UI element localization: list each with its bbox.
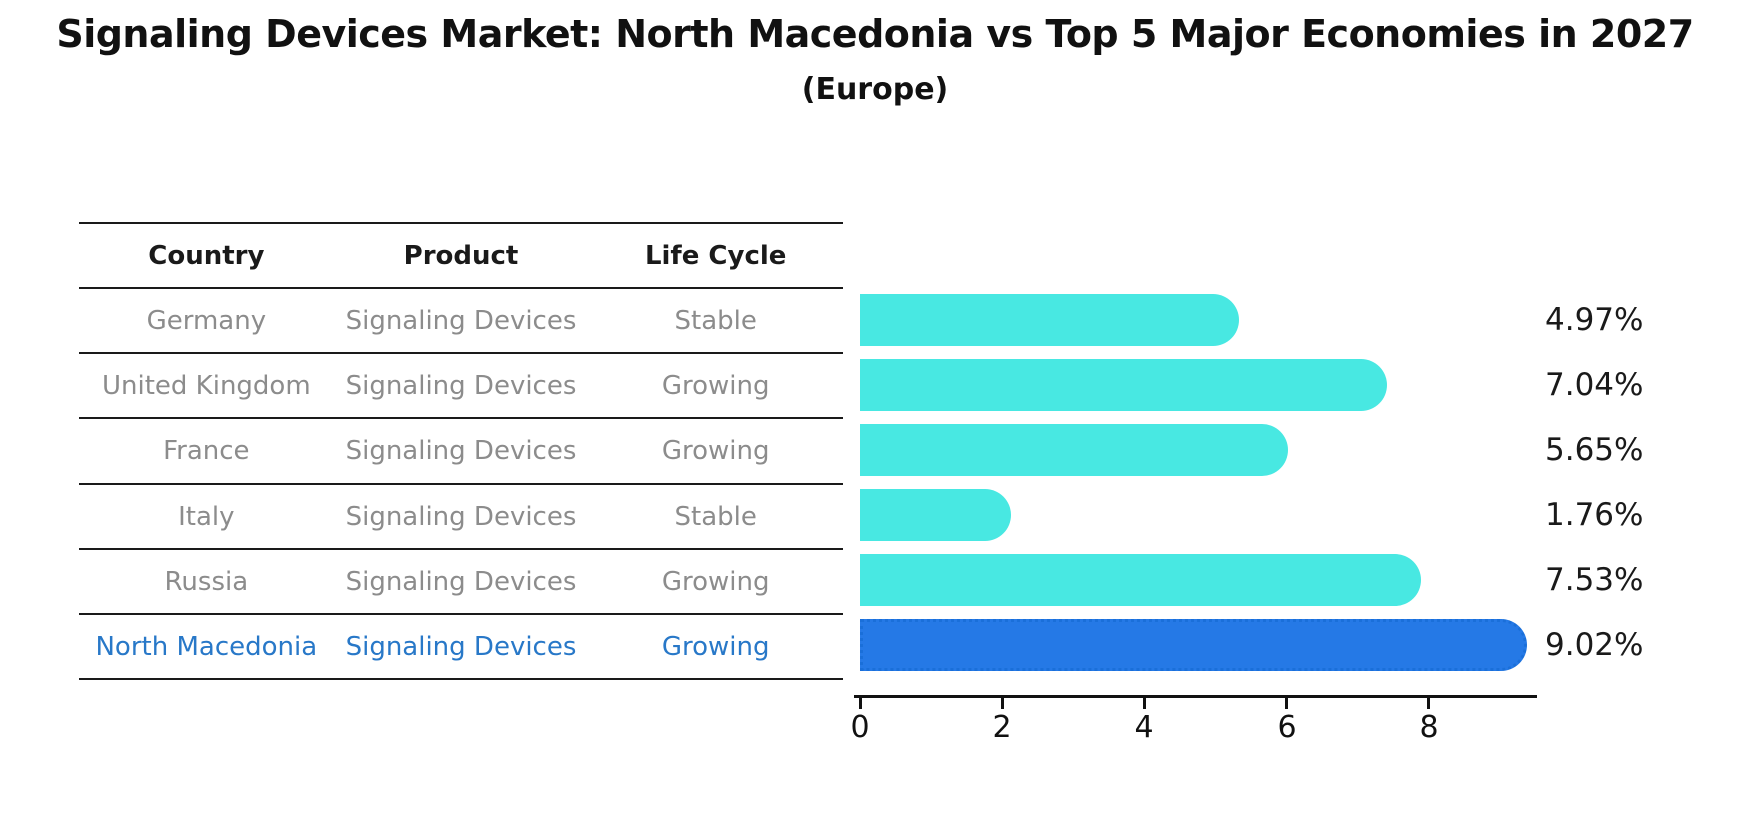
bar (860, 489, 1011, 541)
table-cell-country: France (163, 435, 250, 466)
table-rule (79, 548, 843, 550)
table-cell-life_cycle: Growing (661, 370, 770, 401)
bar (860, 359, 1387, 411)
x-tick-label: 6 (1277, 710, 1297, 745)
table-row: Germany Signaling Devices Stable (79, 289, 843, 352)
x-axis-line (854, 695, 1537, 698)
table-cell-life_cycle: Growing (661, 566, 770, 597)
table-cell-life_cycle: Growing (661, 435, 770, 466)
table-cell-life_cycle: Growing (661, 631, 770, 662)
bar (860, 294, 1239, 346)
table-cell-product: Signaling Devices (345, 631, 577, 662)
x-tick-label: 8 (1419, 710, 1439, 745)
bar (860, 424, 1288, 476)
table-cell-country: United Kingdom (101, 370, 311, 401)
bar-value-label: 4.97% (1545, 302, 1644, 338)
table-rule (79, 417, 843, 419)
table-row: Russia Signaling Devices Growing (79, 550, 843, 613)
bar-value-label: 7.53% (1545, 562, 1644, 598)
table-row: Italy Signaling Devices Stable (79, 485, 843, 548)
table-rule (79, 613, 843, 615)
chart-subtitle: (Europe) (801, 72, 949, 107)
table-cell-country: Russia (164, 566, 249, 597)
chart-title: Signaling Devices Market: North Macedoni… (56, 12, 1694, 56)
x-tick-label: 4 (1134, 710, 1154, 745)
x-tick-mark (1285, 698, 1288, 709)
table-cell-country: Italy (178, 501, 235, 532)
x-tick-label: 2 (992, 710, 1012, 745)
table-rule (79, 483, 843, 485)
bar-value-label: 5.65% (1545, 432, 1644, 468)
column-header-life_cycle: Life Cycle (644, 240, 787, 271)
table-cell-country: Germany (146, 305, 267, 336)
bar (860, 554, 1421, 606)
x-tick-label: 0 (850, 710, 870, 745)
table-cell-product: Signaling Devices (345, 566, 577, 597)
table-row: North Macedonia Signaling Devices Growing (79, 615, 843, 678)
table-cell-product: Signaling Devices (345, 370, 577, 401)
bar-value-label: 9.02% (1545, 627, 1644, 663)
bar-value-label: 7.04% (1545, 367, 1644, 403)
table-rule (79, 222, 843, 224)
table-cell-product: Signaling Devices (345, 305, 577, 336)
x-tick-mark (1427, 698, 1430, 709)
table-cell-country: North Macedonia (95, 631, 318, 662)
table-cell-life_cycle: Stable (674, 501, 757, 532)
x-tick-mark (1143, 698, 1146, 709)
table-cell-life_cycle: Stable (674, 305, 757, 336)
table-rule (79, 352, 843, 354)
table-header-row: Country Product Life Cycle (79, 224, 843, 287)
column-header-country: Country (148, 240, 265, 271)
table-row: United Kingdom Signaling Devices Growing (79, 354, 843, 417)
table-row: France Signaling Devices Growing (79, 419, 843, 482)
table-cell-product: Signaling Devices (345, 435, 577, 466)
table-rule (79, 287, 843, 289)
bar-value-label: 1.76% (1545, 497, 1644, 533)
table-rule (79, 678, 843, 680)
x-tick-mark (859, 698, 862, 709)
table-cell-product: Signaling Devices (345, 501, 577, 532)
bar-highlight (860, 619, 1527, 671)
x-tick-mark (1001, 698, 1004, 709)
column-header-product: Product (403, 240, 519, 271)
